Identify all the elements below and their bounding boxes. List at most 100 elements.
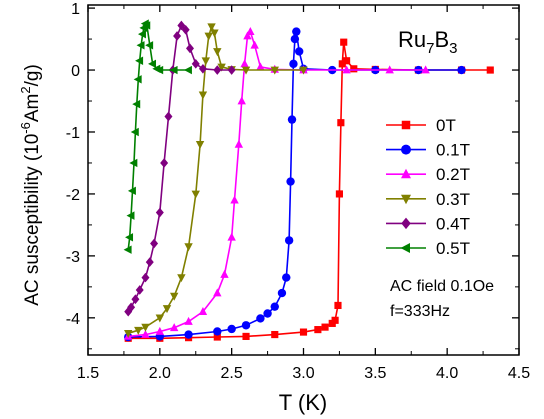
data-point	[350, 65, 358, 73]
data-point	[160, 158, 169, 168]
x-tick-label: 4.0	[436, 365, 458, 382]
data-point	[127, 186, 136, 196]
data-point	[155, 314, 165, 323]
data-point	[234, 139, 244, 148]
data-point	[337, 119, 345, 127]
data-point	[191, 59, 200, 69]
data-point	[127, 302, 136, 313]
data-point	[123, 245, 132, 254]
data-point	[289, 59, 298, 69]
data-point	[124, 329, 133, 338]
data-point	[132, 99, 141, 109]
legend-label: 0.3T	[436, 190, 470, 209]
legend-label: 0.5T	[436, 239, 470, 258]
data-point	[246, 27, 255, 35]
x-axis-label: T (K)	[279, 390, 327, 415]
data-point	[340, 38, 348, 46]
data-point	[186, 43, 194, 54]
y-axis-label-tail: /g)	[22, 64, 43, 86]
data-point	[145, 257, 154, 267]
data-point	[401, 194, 411, 205]
x-tick-label: 2.0	[149, 365, 171, 382]
x-tick-label: 4.5	[508, 365, 530, 382]
data-point	[292, 27, 301, 36]
data-point	[207, 23, 216, 32]
data-point	[243, 31, 252, 40]
y-axis-label: AC susceptibility (10-6Am2/g)	[18, 64, 43, 306]
y-axis-label-unit-sup: 2	[18, 86, 33, 93]
data-point	[170, 323, 179, 332]
data-point	[136, 41, 145, 50]
data-point	[250, 40, 259, 49]
data-point	[201, 57, 211, 66]
data-point	[242, 332, 250, 340]
data-point	[314, 326, 322, 334]
data-point	[299, 328, 308, 336]
sample-label-mid: B	[434, 27, 449, 52]
y-tick-label: 1	[71, 1, 80, 18]
data-point	[131, 294, 140, 305]
data-point	[270, 66, 279, 75]
data-point	[129, 158, 138, 168]
data-point	[204, 32, 213, 41]
data-point	[230, 195, 239, 204]
data-point	[335, 190, 343, 198]
data-point	[282, 273, 291, 282]
data-point	[217, 63, 226, 72]
series-line	[128, 42, 491, 340]
data-point	[343, 57, 351, 65]
data-point	[385, 65, 394, 74]
data-point	[133, 75, 142, 84]
data-point	[198, 91, 208, 100]
data-point	[290, 34, 300, 44]
data-point	[126, 211, 135, 220]
y-axis-label-sup: -6	[18, 122, 33, 134]
series-0.4T	[124, 20, 236, 317]
data-point	[294, 47, 304, 56]
data-point	[220, 269, 229, 278]
data-point	[169, 65, 178, 75]
data-point	[241, 66, 251, 75]
data-point	[286, 177, 295, 186]
data-point	[271, 330, 279, 339]
data-point	[141, 323, 150, 332]
data-point	[155, 65, 164, 75]
data-point	[198, 63, 207, 74]
data-point	[142, 21, 151, 30]
data-point	[184, 243, 193, 252]
data-point	[401, 144, 411, 155]
x-tick-label: 2.5	[221, 365, 243, 382]
data-point	[141, 329, 150, 338]
data-point	[256, 62, 265, 71]
legend: 0T 0.1T 0.2T 0.3T 0.4T 0.5T	[386, 116, 470, 258]
data-point	[210, 29, 219, 38]
data-point	[135, 56, 144, 65]
legend-label: 0.4T	[436, 214, 470, 233]
data-point	[134, 326, 143, 335]
data-point	[321, 323, 329, 331]
data-point	[241, 321, 251, 330]
data-point	[137, 29, 146, 39]
series-0T	[124, 38, 494, 342]
data-point	[338, 60, 346, 68]
data-point	[237, 96, 246, 105]
sample-label: Ru7B3	[398, 27, 458, 57]
data-point	[227, 324, 236, 334]
data-point	[177, 274, 186, 283]
data-point	[191, 190, 200, 199]
data-point	[299, 66, 308, 75]
data-point	[401, 217, 411, 230]
data-point	[213, 48, 222, 57]
series-0.5T	[123, 19, 192, 254]
data-point	[213, 65, 222, 75]
data-point	[184, 330, 193, 339]
data-point	[130, 127, 139, 137]
data-point	[270, 302, 279, 311]
data-point	[401, 120, 411, 130]
data-point	[213, 333, 221, 341]
sample-label-main: Ru	[398, 27, 426, 52]
legend-label: 0.1T	[436, 141, 470, 160]
y-tick-label: -2	[66, 187, 80, 204]
data-point	[421, 65, 430, 74]
